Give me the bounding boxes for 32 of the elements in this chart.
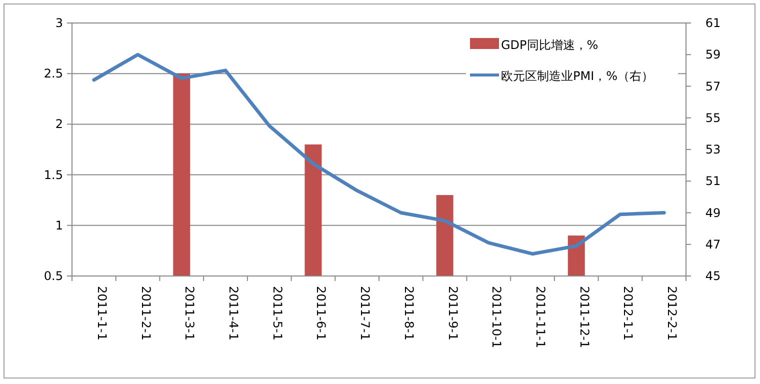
- x-tick-label: 2011-4-1: [226, 286, 240, 340]
- line-series: [92, 52, 666, 256]
- y2-tick-label: 59: [705, 48, 721, 62]
- y-tick-label: 1.5: [44, 168, 63, 182]
- y-tick-label: 2.5: [44, 66, 63, 81]
- x-tick-label: 2011-9-1: [446, 286, 460, 340]
- y2-tick-label: 49: [705, 206, 721, 220]
- y2-tick-label: 47: [705, 237, 721, 252]
- x-tick-label: 2012-2-1: [665, 286, 680, 340]
- y2-tick-label: 61: [705, 16, 721, 30]
- x-tick-label: 2011-8-1: [402, 286, 416, 340]
- y-tick-label: 1: [55, 218, 63, 232]
- x-tick-label: 2012-1-1: [621, 286, 636, 340]
- x-tick-label: 2011-12-1: [577, 286, 592, 348]
- y2-tick-label: 53: [705, 142, 721, 156]
- y-tick-label: 2: [55, 117, 63, 132]
- y2-tick-label: 57: [705, 79, 721, 94]
- x-tick-label: 2011-7-1: [358, 286, 372, 340]
- y-tick-label: 0.5: [44, 269, 63, 283]
- x-tick-label: 2011-5-1: [270, 286, 284, 340]
- x-tick-label: 2011-1-1: [94, 286, 109, 340]
- y-tick-label: 3: [55, 16, 63, 30]
- legend-label: GDP同比增速，%: [501, 38, 598, 52]
- y2-tick-label: 45: [705, 269, 721, 283]
- y2-tick-label: 55: [705, 110, 721, 125]
- x-tick-label: 2011-6-1: [314, 286, 328, 340]
- x-tick-label: 2011-2-1: [138, 286, 153, 340]
- legend-label: 欧元区制造业PMI，%（右）: [501, 69, 654, 83]
- y2-tick-label: 51: [705, 174, 721, 188]
- x-tick-label: 2011-11-1: [534, 286, 548, 348]
- x-tick-label: 2011-3-1: [182, 286, 197, 340]
- x-tick-label: 2011-10-1: [490, 286, 504, 348]
